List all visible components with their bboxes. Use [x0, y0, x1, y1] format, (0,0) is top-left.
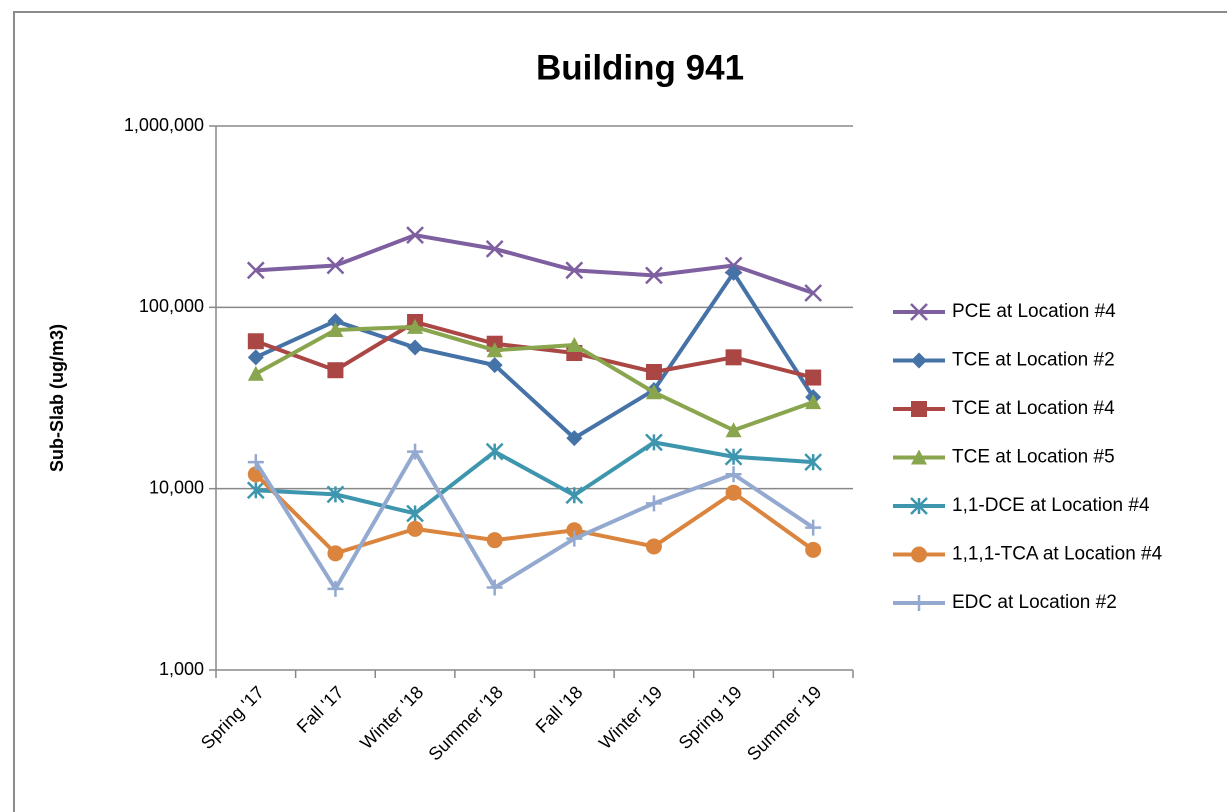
marker: [486, 357, 503, 374]
marker: [805, 541, 822, 558]
marker: [645, 363, 662, 380]
y-tick-label: 100,000: [139, 296, 204, 316]
marker: [645, 384, 662, 400]
marker: [247, 365, 264, 381]
legend-label: EDC at Location #2: [952, 592, 1117, 613]
marker: [406, 226, 424, 245]
legend-marker: [911, 401, 927, 417]
legend-marker: [911, 449, 927, 465]
y-tick-label: 1,000: [159, 659, 204, 679]
y-tick-label: 1,000,000: [124, 115, 204, 135]
marker: [566, 430, 583, 447]
marker: [327, 362, 344, 379]
marker: [485, 442, 504, 461]
marker: [724, 447, 743, 466]
legend-marker: [910, 303, 928, 321]
marker: [407, 339, 424, 356]
marker: [406, 504, 424, 523]
legend-label: TCE at Location #2: [952, 350, 1115, 371]
marker: [327, 545, 344, 562]
marker: [407, 318, 424, 334]
marker: [326, 485, 345, 504]
marker: [805, 369, 822, 386]
legend-marker: [911, 546, 927, 563]
marker: [247, 454, 264, 471]
y-axis-label: Sub-Slab (ug/m3): [47, 324, 67, 472]
legend-marker: [910, 497, 928, 515]
legend-label: 1,1-DCE at Location #4: [952, 495, 1150, 516]
marker: [247, 333, 264, 350]
legend-marker: [911, 352, 927, 369]
marker: [645, 538, 662, 555]
marker: [725, 264, 742, 281]
marker: [566, 522, 583, 539]
marker: [645, 495, 662, 512]
chart-title: Building 941: [536, 48, 744, 87]
line: [254, 449, 815, 591]
legend-marker: [911, 595, 927, 611]
marker: [327, 321, 344, 337]
marker: [566, 336, 583, 352]
marker: [486, 342, 503, 358]
marker: [645, 266, 663, 285]
marker: [804, 284, 823, 302]
marker: [804, 453, 823, 472]
marker: [246, 481, 265, 500]
marker: [565, 261, 584, 280]
marker: [327, 313, 344, 330]
legend-label: TCE at Location #5: [952, 447, 1115, 468]
marker: [247, 349, 264, 366]
line: [254, 324, 814, 433]
marker: [486, 579, 503, 596]
marker: [725, 422, 742, 438]
line: [255, 440, 814, 516]
marker: [725, 466, 742, 483]
marker: [565, 486, 584, 505]
marker: [326, 256, 345, 275]
marker: [486, 532, 503, 549]
marker: [725, 349, 742, 366]
marker: [566, 530, 583, 547]
legend-label: TCE at Location #4: [952, 398, 1115, 419]
marker: [645, 433, 663, 452]
legend-label: PCE at Location #4: [952, 301, 1116, 322]
marker: [407, 520, 424, 537]
legend-label: 1,1,1-TCA at Location #4: [952, 544, 1163, 565]
line: [254, 270, 815, 441]
marker: [725, 484, 742, 501]
line: [254, 472, 815, 556]
marker: [407, 443, 424, 460]
marker: [485, 240, 504, 258]
marker: [327, 580, 344, 597]
marker: [246, 261, 265, 280]
y-tick-label: 10,000: [149, 477, 204, 497]
marker: [805, 394, 822, 410]
line: [255, 233, 814, 295]
marker: [805, 519, 822, 536]
